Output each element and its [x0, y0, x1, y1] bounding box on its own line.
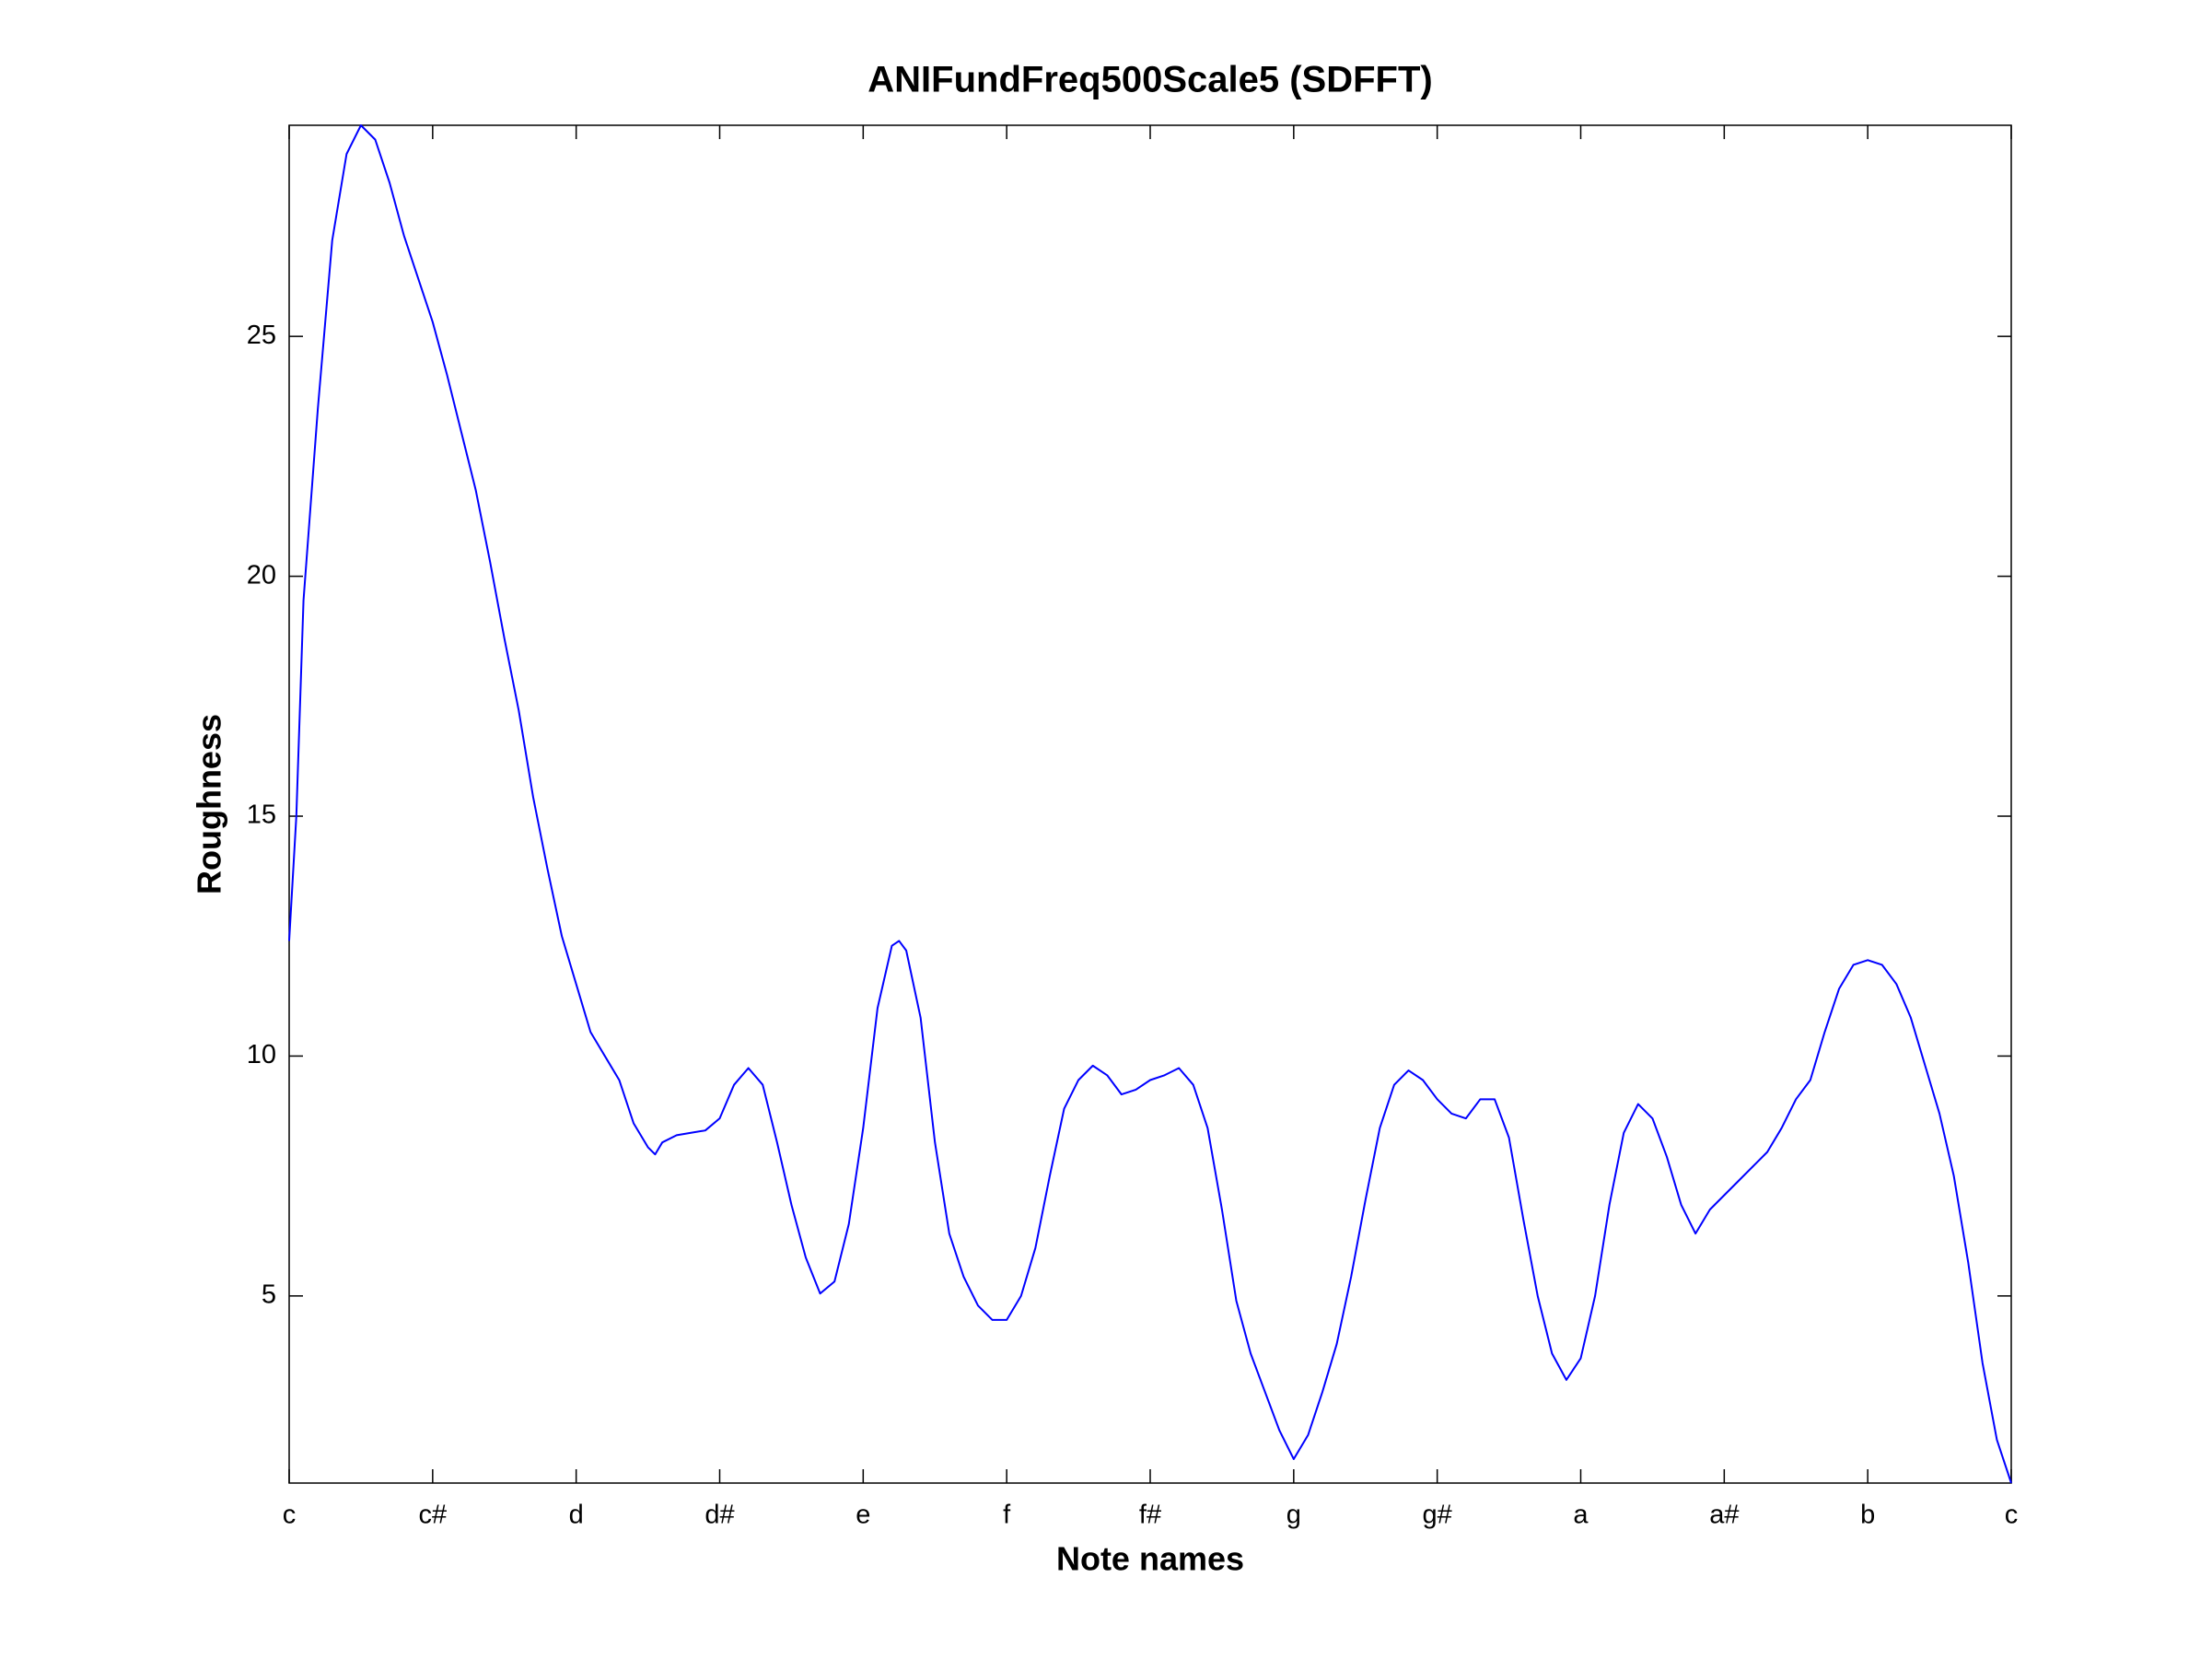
chart-title: ANIFundFreq500Scale5 (SDFFT): [867, 60, 1432, 100]
x-tick-label: g: [1286, 1501, 1301, 1530]
y-tick-label: 20: [247, 560, 276, 590]
x-tick-label: b: [1860, 1501, 1875, 1530]
y-tick-label: 10: [247, 1040, 276, 1069]
y-axis-label: Roughness: [191, 714, 228, 894]
x-tick-label: f: [1003, 1501, 1011, 1530]
x-tick-label: g#: [1423, 1501, 1452, 1530]
x-tick-label: a: [1573, 1501, 1589, 1530]
x-tick-label: c: [2005, 1501, 2019, 1530]
data-line: [288, 124, 2012, 1484]
y-tick-label: 25: [247, 321, 276, 350]
x-tick-label: a#: [1709, 1501, 1739, 1530]
x-tick-label: f#: [1139, 1501, 1161, 1530]
x-axis-label: Note names: [1056, 1540, 1244, 1578]
x-tick-label: c: [283, 1501, 297, 1530]
x-tick-label: e: [856, 1501, 870, 1530]
y-tick-label: 15: [247, 800, 276, 830]
x-tick-label: d#: [704, 1501, 734, 1530]
x-tick-label: d: [569, 1501, 584, 1530]
x-tick-label: c#: [419, 1501, 448, 1530]
y-tick-label: 5: [262, 1280, 276, 1310]
